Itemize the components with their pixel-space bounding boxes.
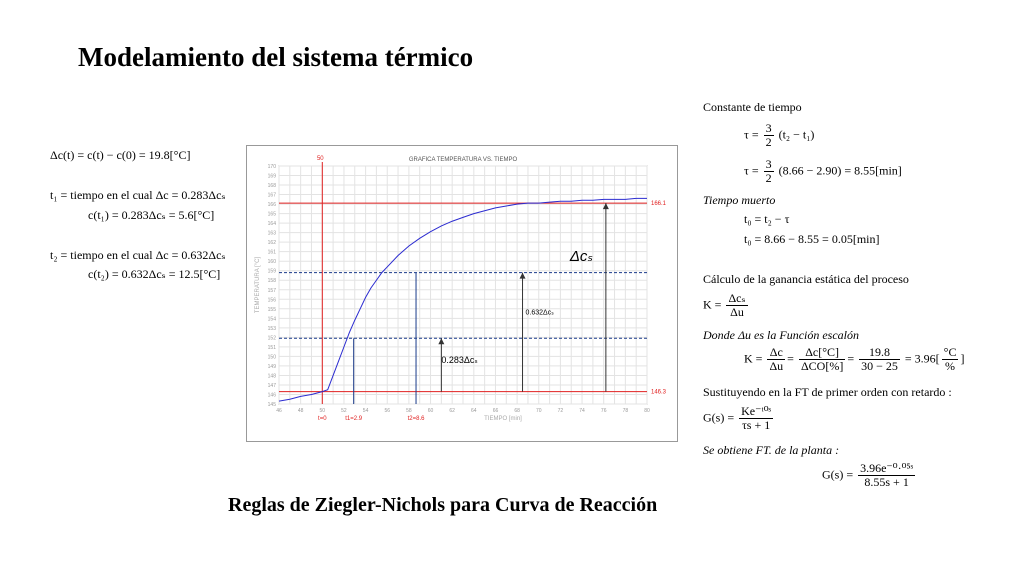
y-tick-label: 154: [268, 316, 277, 322]
y-tick-label: 151: [268, 345, 277, 351]
transfer-function-general: G(s) = Ke⁻ᵗ⁰ˢ τs + 1: [703, 404, 774, 432]
dead-time-value: t₀ = 8.66 − 8.55 = 0.05[min]: [744, 232, 880, 246]
temperature-series-line: [278, 197, 647, 402]
y-tick-label: 163: [268, 231, 277, 237]
a0283-label: 0.283Δcₛ: [441, 355, 477, 365]
y-tick-label: 148: [268, 373, 277, 379]
y-axis-label: TEMPERATURA [°C]: [255, 257, 261, 314]
hline-label: 146.3: [651, 390, 667, 396]
x-tick-label: 52: [341, 408, 347, 414]
plant-note: Se obtiene FT. de la planta :: [703, 443, 840, 457]
a0283-arrow-head: [438, 338, 445, 345]
time-mark-label: t2=8.6: [408, 416, 426, 422]
y-tick-label: 149: [268, 364, 277, 370]
x-tick-label: 74: [579, 408, 585, 414]
y-tick-label: 155: [268, 307, 277, 313]
gain-heading: Cálculo de la ganancia estática del proc…: [703, 272, 909, 286]
time-mark-label: t1=2.9: [345, 416, 363, 422]
y-tick-label: 159: [268, 269, 277, 275]
x-tick-label: 58: [406, 408, 412, 414]
y-tick-label: 150: [268, 354, 277, 360]
y-tick-label: 166: [268, 202, 277, 208]
y-tick-label: 153: [268, 326, 277, 332]
x-tick-label: 50: [320, 408, 326, 414]
delta-c-eq: Δc(t) = c(t) − c(0) = 19.8[°C]: [50, 148, 191, 162]
delta-cs-arrow-head: [602, 203, 609, 210]
t2-definition: t₂ = tiempo en el cual Δc = 0.632Δcₛ: [50, 248, 226, 262]
plant-transfer-function: G(s) = 3.96e⁻⁰·⁰⁵ˢ 8.55s + 1: [822, 461, 916, 489]
x-tick-label: 68: [514, 408, 520, 414]
y-tick-label: 169: [268, 174, 277, 180]
chart-svg: 145 146 147 148 149 150 151 152 153 154 155 156 157 1…: [255, 156, 667, 422]
a0632-label: 0.632Δcₛ: [526, 310, 555, 317]
y-tick-label: 158: [268, 278, 277, 284]
x-tick-label: 72: [558, 408, 564, 414]
hline-label: 166.1: [651, 201, 667, 207]
dead-time-formula: t₀ = t₂ − τ: [744, 212, 790, 226]
x-tick-label: 46: [276, 408, 282, 414]
temperature-chart: 145 146 147 148 149 150 151 152 153 154 155 156 157 1…: [246, 145, 678, 442]
gain-calculation: K = Δc Δu = Δc[°C] ΔCO[%] = 19.8 30 − 25 = 3.…: [744, 345, 965, 373]
chart-title: GRAFICA TEMPERATURA VS. TIEMPO: [409, 157, 518, 163]
a0632-arrow-head: [519, 272, 526, 279]
x-tick-label: 48: [298, 408, 304, 414]
x-tick-label: 78: [623, 408, 629, 414]
x-tick-label: 76: [601, 408, 607, 414]
y-tick-label: 147: [268, 383, 277, 389]
x-tick-label: 54: [363, 408, 369, 414]
x-tick-label: 60: [428, 408, 434, 414]
tau-heading: Constante de tiempo: [703, 100, 802, 114]
y-tick-label: 152: [268, 335, 277, 341]
vline-label: 50: [317, 156, 324, 162]
y-tick-label: 156: [268, 297, 277, 303]
time-mark-label: t=0: [318, 416, 327, 422]
substitution-note: Sustituyendo en la FT de primer orden co…: [703, 385, 952, 399]
x-tick-label: 66: [493, 408, 499, 414]
dead-time-heading: Tiempo muerto: [703, 193, 776, 207]
t1-definition: t₁ = tiempo en el cual Δc = 0.283Δcₛ: [50, 188, 226, 202]
y-tick-label: 157: [268, 288, 277, 294]
x-tick-label: 70: [536, 408, 542, 414]
t2-value: c(t₂) = 0.632Δcₛ = 12.5[°C]: [88, 267, 221, 281]
x-tick-label: 80: [644, 408, 650, 414]
y-tick-label: 170: [268, 164, 277, 170]
x-tick-label: 56: [384, 408, 390, 414]
delta-cs-label: Δcₛ: [569, 248, 593, 265]
y-tick-label: 167: [268, 193, 277, 199]
step-note: Donde Δu es la Función escalón: [703, 328, 860, 342]
y-tick-label: 162: [268, 240, 277, 246]
y-tick-label: 165: [268, 212, 277, 218]
t1-value: c(t₁) = 0.283Δcₛ = 5.6[°C]: [88, 208, 215, 222]
gain-definition: K = Δcₛ Δu: [703, 291, 748, 319]
y-tick-label: 146: [268, 392, 277, 398]
y-tick-label: 160: [268, 259, 277, 265]
page-title: Modelamiento del sistema térmico: [78, 42, 474, 72]
x-tick-label: 62: [449, 408, 455, 414]
y-tick-label: 145: [268, 402, 277, 408]
x-axis-label: TIEMPO [min]: [484, 416, 522, 422]
y-tick-label: 164: [268, 221, 277, 227]
y-tick-label: 161: [268, 250, 277, 256]
y-tick-label: 168: [268, 183, 277, 189]
subtitle: Reglas de Ziegler-Nichols para Curva de …: [228, 494, 658, 516]
x-tick-label: 64: [471, 408, 477, 414]
